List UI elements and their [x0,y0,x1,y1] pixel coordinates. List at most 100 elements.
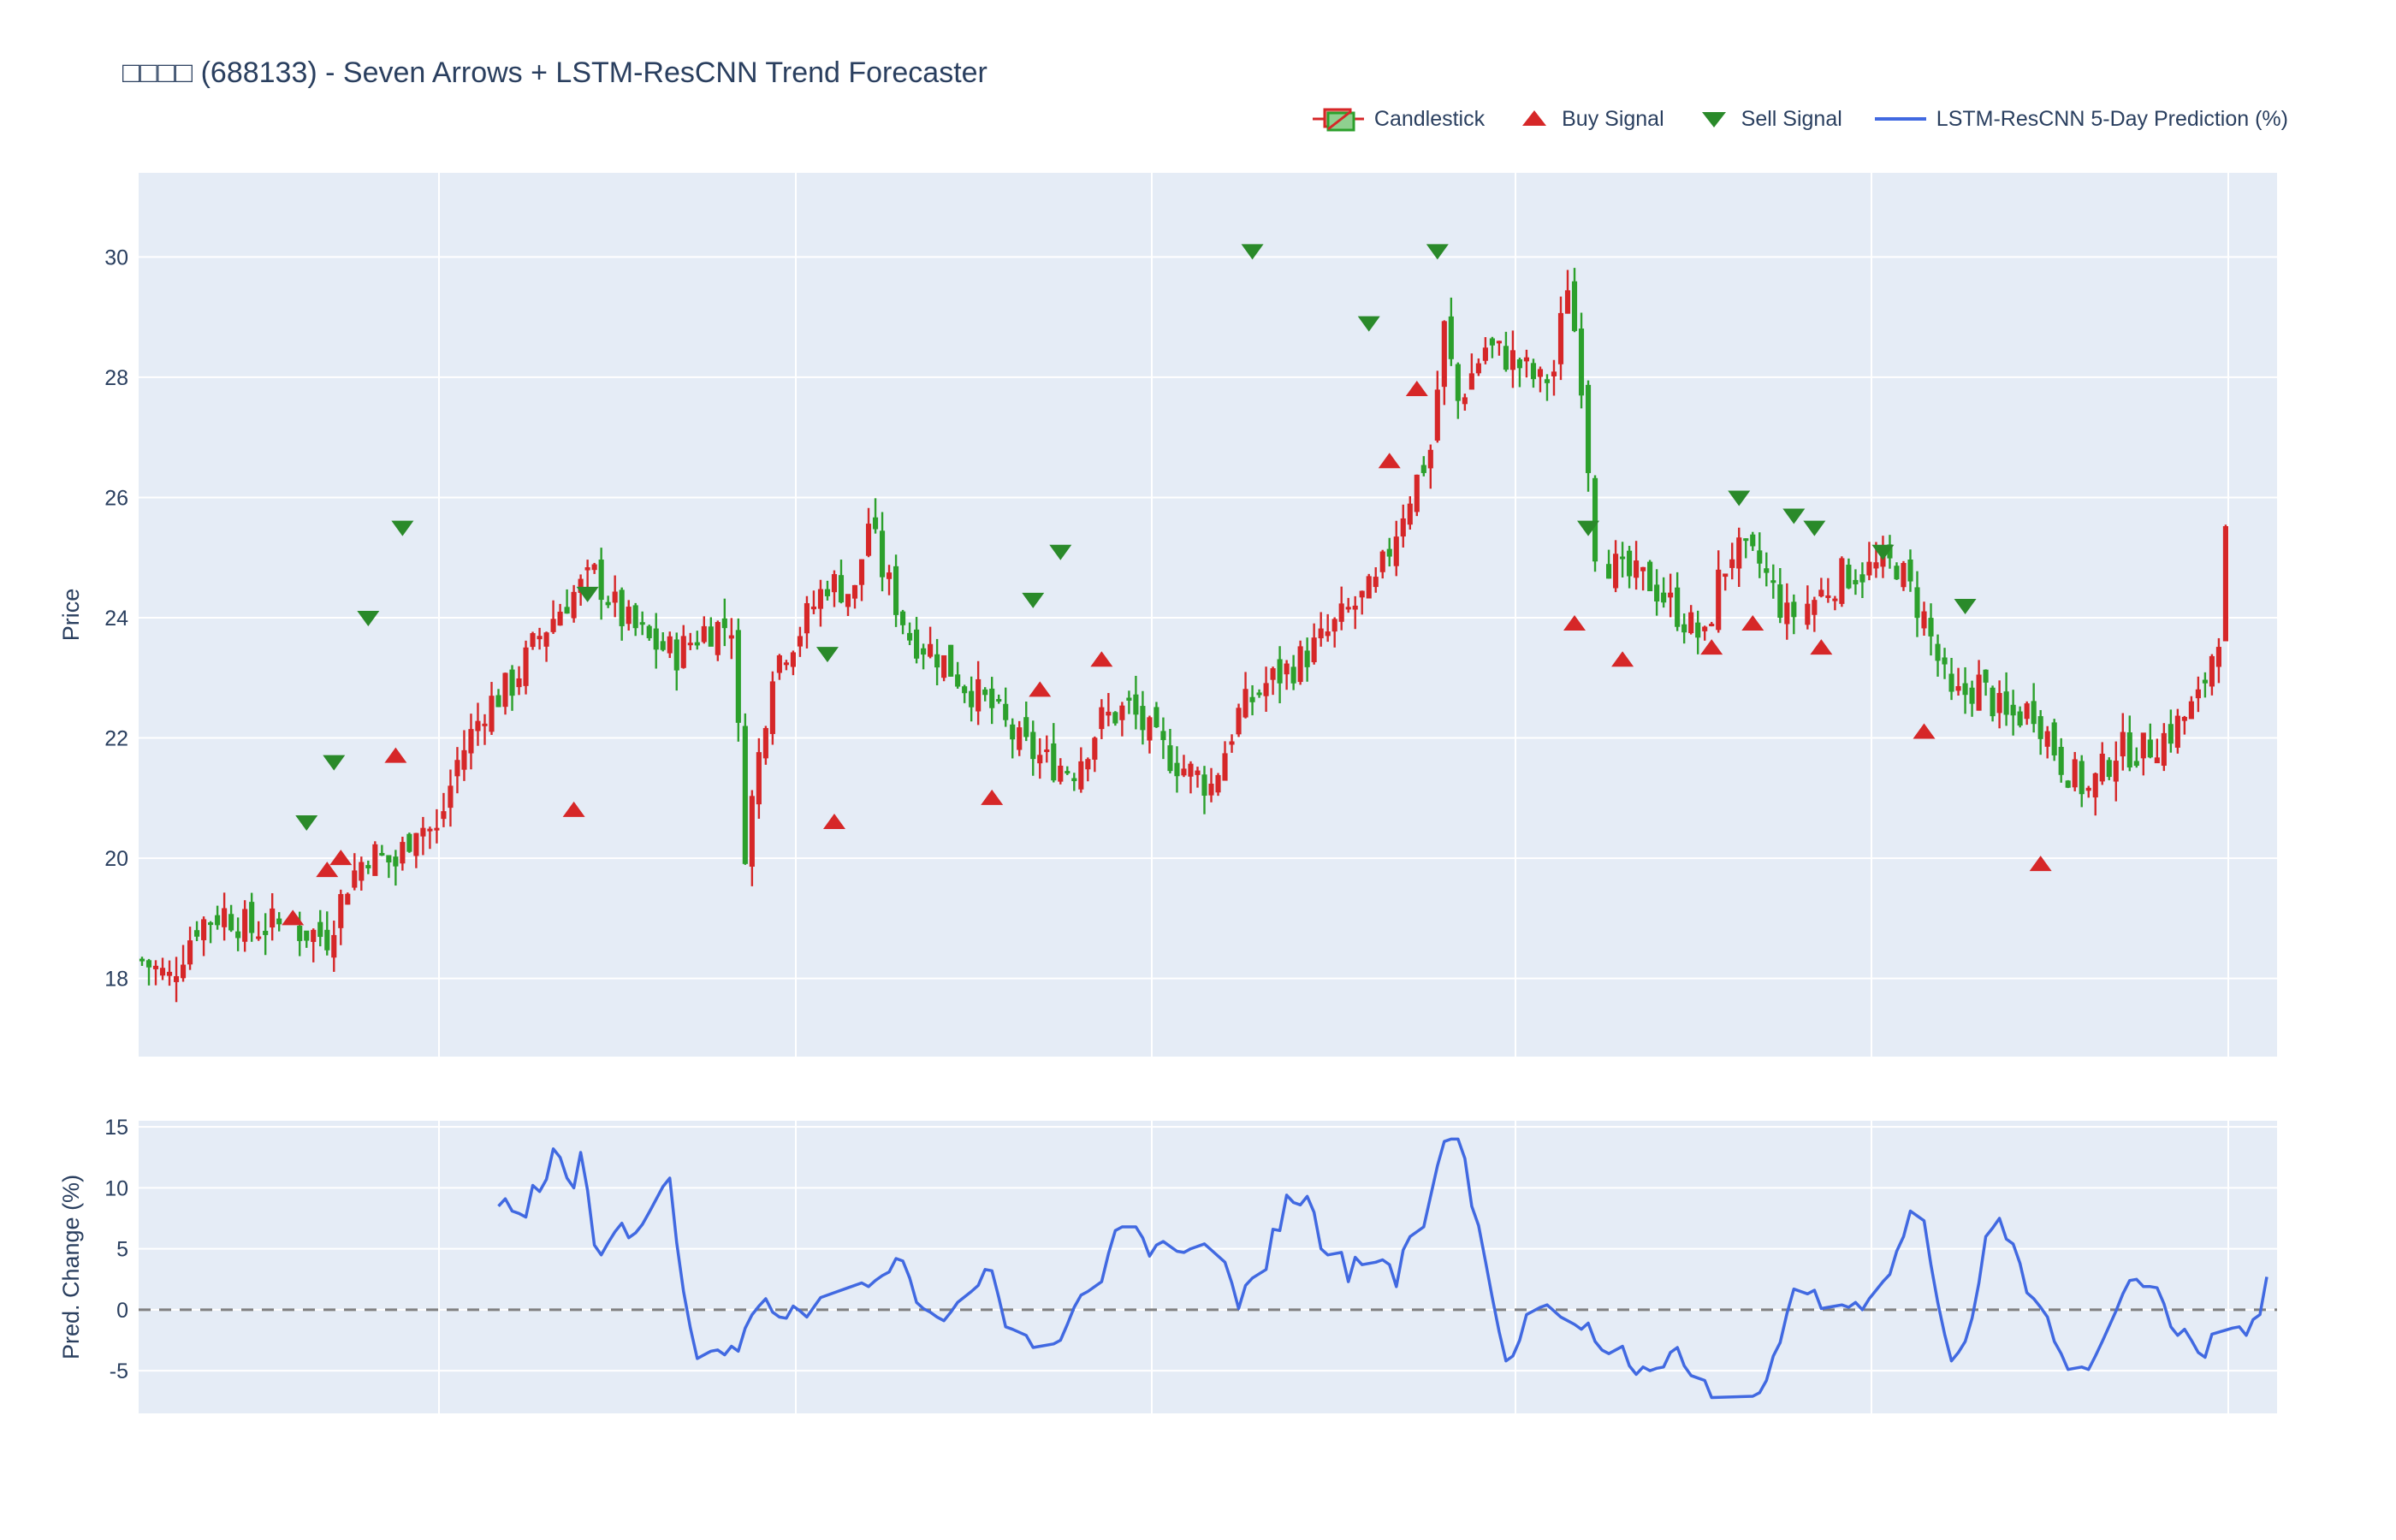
candle-body [2133,761,2139,767]
candle-body [1222,753,1228,781]
candle [756,737,762,820]
candle-body [1914,587,1920,619]
candle [1229,734,1235,753]
candle-body [1962,683,1968,696]
candle-body [420,827,426,837]
candle-body [1475,363,1481,374]
candle-body [1709,624,1715,627]
candle-body [948,644,954,677]
candle [1112,711,1118,726]
candle-body [982,689,988,696]
candle-body [728,635,734,639]
candle-body [482,723,488,726]
candle [1544,374,1551,401]
candle [2031,683,2037,733]
candle [461,730,467,781]
candle-body [1955,685,1961,691]
sell-signal-marker [815,647,839,663]
candle [1859,562,1865,599]
candle [1373,567,1379,593]
candle-body [571,591,577,619]
candle [2037,709,2043,755]
candle [2140,732,2146,776]
candle [851,584,858,609]
candle-body [632,605,638,629]
candle-body [1791,601,1797,618]
candle-body [1325,631,1331,637]
sell-signal-marker [295,814,318,831]
candle [2181,715,2187,735]
legend-item-candlestick[interactable]: Candlestick [1311,106,1485,132]
candle [1777,568,1783,624]
candle-body [1832,598,1838,601]
candle-body [1037,755,1043,764]
candle-body [249,902,255,933]
candle-body [660,641,666,650]
candle [1509,330,1515,388]
candle-body [1564,290,1571,314]
candle-body [1044,749,1050,753]
buy-signal-marker [1405,380,1428,396]
candle-body [1668,592,1674,598]
candle-body [489,696,495,732]
candle-body [1393,536,1399,566]
candle-body [810,606,817,610]
candle [331,921,337,972]
candle [619,587,625,641]
candle [1757,532,1763,578]
candle [482,714,488,745]
candle-body [721,618,727,629]
candle-body [1557,312,1564,364]
candle-body [2024,703,2030,720]
candle-body [851,584,858,599]
candle-body [1654,584,1660,602]
candle [969,676,975,722]
candle [1853,569,1859,595]
candle [1571,268,1578,333]
buy-signal-marker [1913,723,1936,739]
legend-item-prediction[interactable]: LSTM-ResCNN 5-Day Prediction (%) [1873,106,2288,132]
candle [989,677,995,725]
candle [948,644,954,677]
legend-item-buy[interactable]: Buy Signal [1515,106,1664,132]
candle-body [900,611,906,625]
candle [434,808,440,844]
candle [646,625,652,641]
candle-body [2037,716,2043,739]
candle [598,548,604,620]
candle-body [1468,373,1474,390]
candle-body [564,607,570,614]
candle [1078,747,1084,793]
candle-body [1414,474,1420,512]
candle-body [687,643,693,646]
candle [1195,767,1201,788]
sell-signal-marker [1049,544,1072,560]
candle-body [1509,350,1515,370]
candle [1832,595,1838,611]
candle [1702,625,1708,641]
candle [1058,758,1064,785]
candle [516,666,522,696]
candle [495,689,501,708]
candle [1256,689,1262,698]
candle [173,957,180,1003]
candle-body [304,930,310,941]
candle-body [1578,328,1585,396]
candle-body [1154,707,1159,727]
candle [804,595,810,649]
candle [914,617,920,664]
candle [1023,701,1029,742]
candle [1661,577,1667,608]
sell-signal-marker [1871,544,1895,560]
candle [1634,541,1640,590]
legend-item-sell[interactable]: Sell Signal [1695,106,1842,132]
y-tick-label: 26 [104,486,128,510]
candle-body [1983,669,1989,683]
candle [1654,569,1660,616]
candle-body [1990,687,1996,717]
candle-body [626,607,632,625]
candle [982,687,988,702]
candle-body [941,654,947,678]
candle-body [1866,561,1872,576]
candle [386,855,392,879]
